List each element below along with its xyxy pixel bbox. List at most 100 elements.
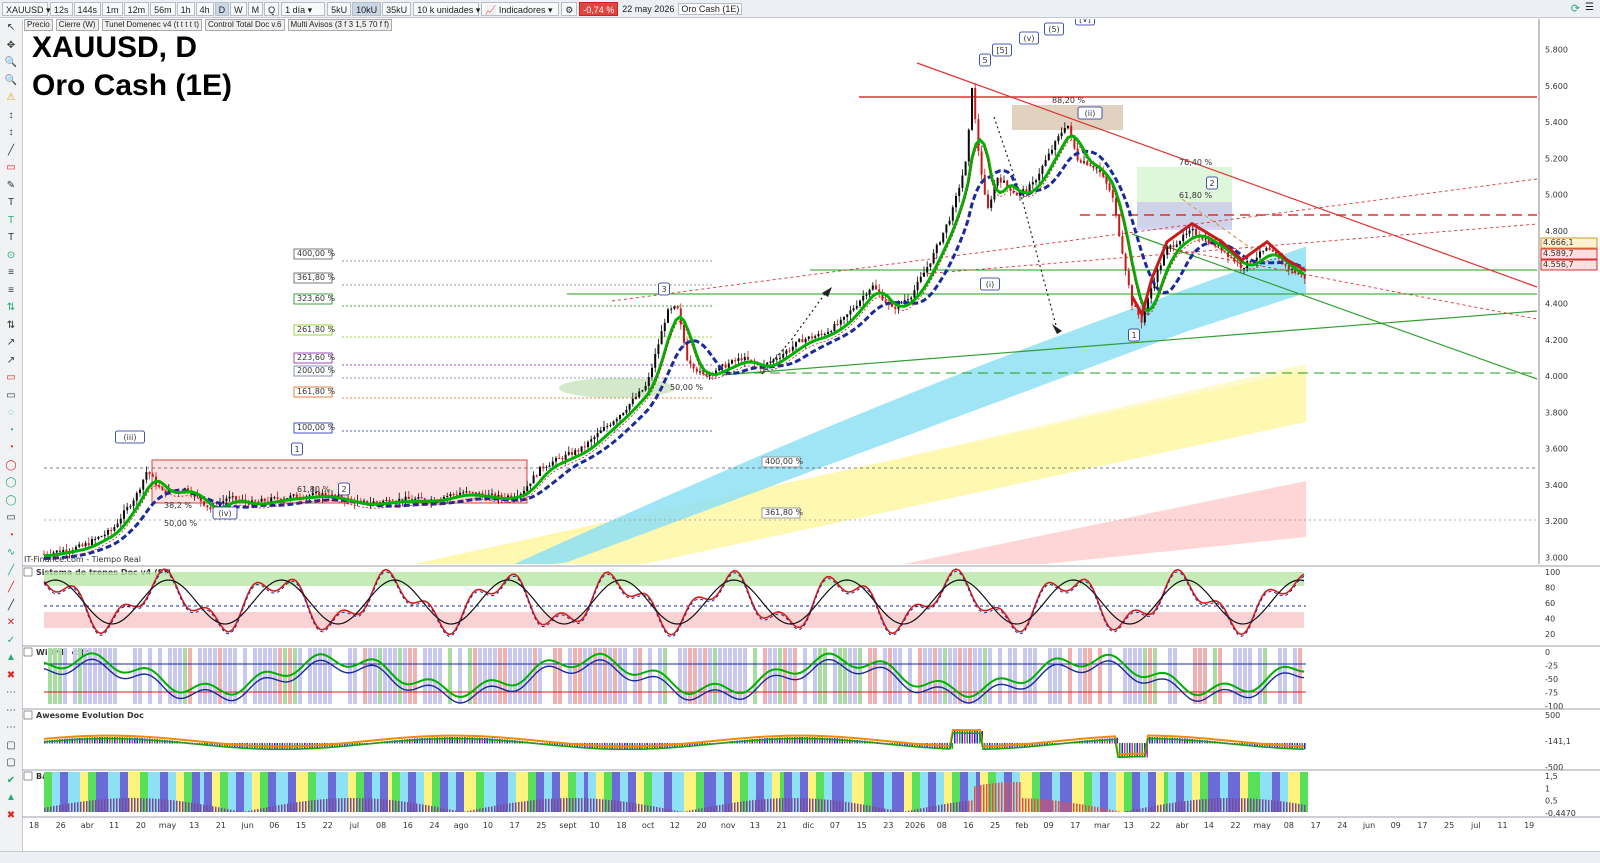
square-tool-icon[interactable]: ▢	[3, 739, 19, 753]
strength-hist-bar	[1295, 803, 1297, 812]
candle-body	[149, 472, 151, 474]
interval-button-4h[interactable]: 4h	[196, 2, 214, 16]
interval-button-m[interactable]: M	[248, 2, 264, 16]
interval-button-q[interactable]: Q	[264, 2, 279, 16]
up-tool-icon[interactable]: ▲	[3, 791, 19, 805]
wave-tool-icon[interactable]: ∿	[3, 546, 19, 560]
interval-button-d[interactable]: D	[215, 2, 230, 16]
cross-tool-icon[interactable]: ✕	[3, 616, 19, 630]
interval-button-12m[interactable]: 12m	[124, 2, 150, 16]
legend-item[interactable]: Precio	[24, 19, 53, 31]
unit-mode-selector[interactable]: 10 k unidades ▾	[413, 2, 479, 16]
remove-tool-icon[interactable]: ✖	[3, 809, 19, 823]
unit-button-5ku[interactable]: 5kU	[327, 2, 351, 16]
dots-tool-icon[interactable]: ⋯	[3, 686, 19, 700]
alert-tool-icon[interactable]: ⚠	[3, 91, 19, 105]
box2-tool-icon[interactable]: ▭	[3, 389, 19, 403]
willy-bar	[668, 648, 672, 704]
ellipse-tool-icon[interactable]: ◌	[3, 406, 19, 420]
crosshair-tool-icon[interactable]: ✥	[3, 39, 19, 53]
zoom-out-tool-icon[interactable]: 🔍	[3, 74, 19, 88]
pie-tool-icon[interactable]: ◔	[3, 529, 19, 543]
candle-body	[264, 499, 266, 502]
square2-tool-icon[interactable]: ▢	[3, 756, 19, 770]
arc2-tool-icon[interactable]: ◔	[3, 441, 19, 455]
line-tool-icon[interactable]: ╱	[3, 564, 19, 578]
text-tool-icon[interactable]: T	[3, 196, 19, 210]
legend-item[interactable]: Control Total Doc v.6	[205, 19, 285, 31]
circle-tool-icon[interactable]: ⊙	[3, 249, 19, 263]
indicators-button[interactable]: 📈 Indicadores ▾	[481, 2, 559, 16]
box-tool-icon[interactable]: ▭	[3, 371, 19, 385]
strength-hist-bar	[1145, 807, 1147, 812]
symbol-selector[interactable]: XAUUSD ▾	[2, 2, 48, 16]
candle-body	[645, 386, 647, 390]
text3-tool-icon[interactable]: T	[3, 231, 19, 245]
unit-button-35ku[interactable]: 35kU	[382, 2, 411, 16]
triangle-tool-icon[interactable]: ▲	[3, 651, 19, 665]
arrow-tool-icon[interactable]: ↗	[3, 336, 19, 350]
willy-bar	[918, 648, 922, 704]
delete-tool-icon[interactable]: ✖	[3, 669, 19, 683]
dots3-tool-icon[interactable]: ⋯	[3, 721, 19, 735]
legend-item[interactable]: Multi Avisos (3 f 3 1,5 70 f f)	[288, 19, 393, 31]
interval-button-56m[interactable]: 56m	[150, 2, 176, 16]
ring-tool-icon[interactable]: ◯	[3, 459, 19, 473]
ring2-tool-icon[interactable]: ◯	[3, 476, 19, 490]
candle-body	[1131, 285, 1133, 305]
fib-upper-label: 88,20 %	[1052, 96, 1085, 105]
willy-bar	[863, 648, 867, 704]
refresh-icon[interactable]: ⟳	[1571, 2, 1580, 15]
pencil-tool-icon[interactable]: ✎	[3, 179, 19, 193]
vertical-tool-icon[interactable]: ↕	[3, 109, 19, 123]
willy-bar	[163, 648, 167, 704]
interval-button-12s[interactable]: 12s	[50, 2, 73, 16]
willy-bar	[373, 648, 377, 704]
candle-body	[798, 339, 800, 342]
channel2-tool-icon[interactable]: ⇅	[3, 319, 19, 333]
legend-item[interactable]: Cierre (W)	[56, 19, 99, 31]
arc-tool-icon[interactable]: ◔	[3, 424, 19, 438]
pointer-tool-icon[interactable]: ↖	[3, 21, 19, 35]
legend-item[interactable]: Tunel Domenec v4 (t t t t t)	[102, 19, 202, 31]
x-axis-tick: jul	[1470, 821, 1481, 830]
candle-body	[619, 415, 621, 419]
rectangle-tool-icon[interactable]: ▭	[3, 161, 19, 175]
wave-label: (5)	[1048, 25, 1059, 34]
menu-icon[interactable]: ☰	[1585, 2, 1594, 13]
strength-hist-bar	[968, 801, 970, 812]
check2-tool-icon[interactable]: ✔	[3, 774, 19, 788]
frame-tool-icon[interactable]: ▭	[3, 511, 19, 525]
strength-hist-bar	[728, 803, 730, 812]
dots2-tool-icon[interactable]: ⋯	[3, 704, 19, 718]
candle-body	[859, 301, 861, 306]
trendline-tool-icon[interactable]: ╱	[3, 144, 19, 158]
settings-button[interactable]: ⚙	[561, 2, 577, 16]
candle-body	[728, 363, 730, 367]
arrow2-tool-icon[interactable]: ↗	[3, 354, 19, 368]
candle-body	[1169, 245, 1171, 247]
interval-button-1h[interactable]: 1h	[177, 2, 195, 16]
channel-tool-icon[interactable]: ⇅	[3, 301, 19, 315]
ring3-tool-icon[interactable]: ◯	[3, 494, 19, 508]
line2-tool-icon[interactable]: ╱	[3, 581, 19, 595]
candle-body	[741, 358, 743, 360]
interval-button-1m[interactable]: 1m	[102, 2, 123, 16]
fib-tool-icon[interactable]: ≡	[3, 266, 19, 280]
text2-tool-icon[interactable]: T	[3, 214, 19, 228]
main-chart-area[interactable]: 5.8005.6005.4005.2005.0004.8004.6004.400…	[22, 19, 1600, 851]
unit-button-10ku[interactable]: 10kU	[352, 2, 381, 16]
interval-button-144s[interactable]: 144s	[74, 2, 102, 16]
fib2-tool-icon[interactable]: ≡	[3, 284, 19, 298]
zoom-in-tool-icon[interactable]: 🔍	[3, 56, 19, 70]
vertical2-tool-icon[interactable]: ↕	[3, 126, 19, 140]
interval-button-w[interactable]: W	[230, 2, 247, 16]
strength-hist-bar	[887, 809, 889, 812]
period-selector[interactable]: 1 día ▾	[281, 2, 325, 16]
candle-body	[309, 495, 311, 496]
strength-hist-bar	[551, 799, 553, 812]
strength-bar	[900, 772, 904, 812]
line3-tool-icon[interactable]: ╱	[3, 599, 19, 613]
strength-hist-bar	[62, 804, 64, 812]
check-tool-icon[interactable]: ✓	[3, 634, 19, 648]
